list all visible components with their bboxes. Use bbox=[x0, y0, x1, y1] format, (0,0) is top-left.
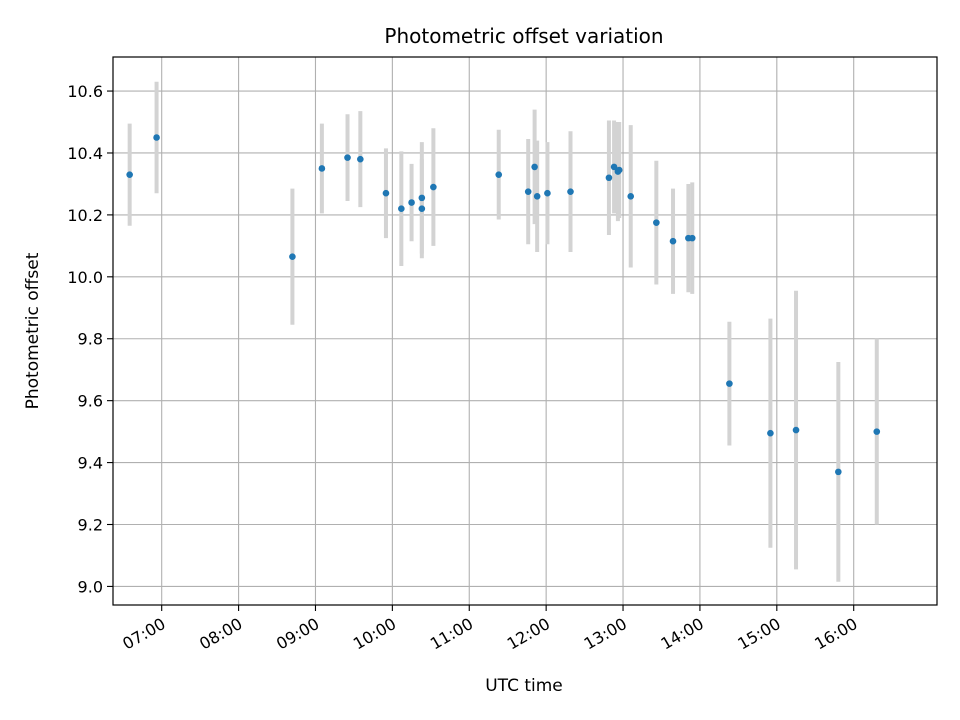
y-tick-label: 10.2 bbox=[67, 206, 103, 225]
y-tick-label: 10.6 bbox=[67, 82, 103, 101]
data-point bbox=[792, 426, 800, 434]
data-point bbox=[610, 163, 618, 171]
y-tick-label: 9.8 bbox=[78, 330, 103, 349]
data-point bbox=[669, 237, 677, 245]
y-tick-label: 9.4 bbox=[78, 454, 103, 473]
data-point bbox=[289, 253, 296, 260]
y-tick-label: 9.0 bbox=[78, 577, 103, 596]
data-point bbox=[418, 205, 426, 213]
y-tick-label: 9.2 bbox=[78, 516, 103, 535]
data-point bbox=[382, 189, 390, 197]
y-axis-ticks: 9.0 9.2 9.4 9.6 9.8 10.0 10.2 10.4 10.6 bbox=[67, 82, 113, 596]
y-tick-label: 9.6 bbox=[78, 392, 103, 411]
data-point bbox=[524, 188, 532, 195]
y-tick-label: 10.0 bbox=[67, 268, 103, 287]
chart-title: Photometric offset variation bbox=[384, 24, 663, 48]
data-point bbox=[544, 189, 551, 197]
data-point bbox=[318, 165, 326, 172]
data-point bbox=[398, 205, 405, 213]
data-point bbox=[615, 166, 623, 174]
data-point bbox=[605, 174, 613, 182]
data-point bbox=[567, 188, 574, 195]
data-point bbox=[533, 193, 541, 200]
data-point bbox=[495, 171, 503, 178]
y-axis-label: Photometric offset bbox=[23, 252, 43, 409]
data-point bbox=[408, 199, 415, 206]
data-point bbox=[153, 134, 160, 141]
data-point bbox=[357, 155, 364, 163]
data-points bbox=[126, 134, 881, 476]
plot-frame bbox=[112, 56, 938, 606]
data-point bbox=[627, 193, 635, 200]
data-point bbox=[835, 468, 842, 476]
data-point bbox=[344, 154, 351, 161]
data-point bbox=[126, 171, 133, 178]
data-point bbox=[531, 163, 538, 171]
data-point bbox=[767, 429, 774, 437]
y-tick-label: 10.4 bbox=[67, 144, 103, 163]
data-point bbox=[418, 194, 426, 202]
data-point bbox=[653, 219, 660, 226]
data-point bbox=[688, 234, 696, 242]
data-point bbox=[430, 183, 437, 191]
data-point bbox=[873, 428, 881, 435]
x-axis-label: UTC time bbox=[485, 676, 563, 696]
data-point bbox=[726, 380, 733, 387]
